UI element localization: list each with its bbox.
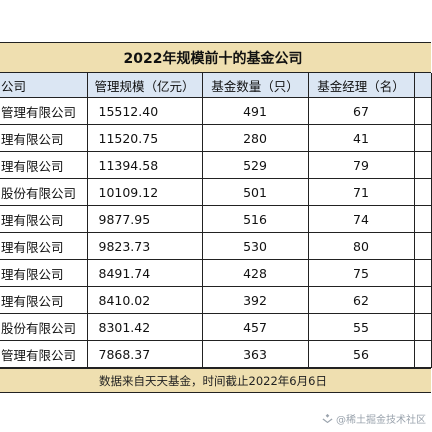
- spacer-cell: [413, 232, 432, 260]
- fund-count-cell: 501: [201, 178, 309, 206]
- fund-table-sheet: 2022年规模前十的基金公司 公司 管理规模（亿元） 基金数量（只） 基金经理（…: [0, 42, 432, 393]
- company-name-cell: 股份有限公司: [0, 178, 88, 206]
- juejin-logo-icon: [322, 413, 333, 424]
- manager-count-cell: 62: [307, 286, 415, 314]
- manager-count-cell: 80: [307, 232, 415, 260]
- company-name-cell: 理有限公司: [0, 259, 88, 287]
- company-name-cell: 理有限公司: [0, 286, 88, 314]
- scale-cell: 11394.58: [86, 151, 203, 179]
- header-fund-count: 基金数量（只）: [201, 73, 309, 98]
- fund-count-cell: 428: [201, 259, 309, 287]
- spacer-cell: [413, 286, 432, 314]
- header-manager-count: 基金经理（名）: [307, 73, 415, 98]
- company-name-cell: 理有限公司: [0, 232, 88, 260]
- scale-cell: 8410.02: [86, 286, 203, 314]
- spacer-cell: [413, 259, 432, 287]
- spacer-cell: [413, 205, 432, 233]
- spacer-cell: [413, 97, 432, 125]
- scale-cell: 15512.40: [86, 97, 203, 125]
- spacer-cell: [413, 313, 432, 341]
- watermark-text: @稀土掘金技术社区: [336, 415, 426, 426]
- fund-count-cell: 530: [201, 232, 309, 260]
- table-row: 理有限公司 8410.02 392 62: [0, 286, 432, 314]
- table-row: 理有限公司 11520.75 280 41: [0, 124, 432, 152]
- manager-count-cell: 79: [307, 151, 415, 179]
- manager-count-cell: 67: [307, 97, 415, 125]
- table-row: 理有限公司 11394.58 529 79: [0, 151, 432, 179]
- fund-table: 公司 管理规模（亿元） 基金数量（只） 基金经理（名） 管理有限公司 15512.…: [0, 73, 432, 368]
- table-row: 理有限公司 8491.74 428 75: [0, 259, 432, 287]
- table-row: 理有限公司 9823.73 530 80: [0, 232, 432, 260]
- scale-cell: 11520.75: [86, 124, 203, 152]
- company-name-cell: 管理有限公司: [0, 97, 88, 125]
- fund-count-cell: 529: [201, 151, 309, 179]
- header-company: 公司: [0, 73, 88, 98]
- header-scale: 管理规模（亿元）: [86, 73, 203, 98]
- fund-count-cell: 491: [201, 97, 309, 125]
- table-row: 股份有限公司 8301.42 457 55: [0, 313, 432, 341]
- fund-count-cell: 516: [201, 205, 309, 233]
- header-spacer: [413, 73, 432, 98]
- spacer-cell: [413, 178, 432, 206]
- table-title: 2022年规模前十的基金公司: [0, 43, 431, 73]
- table-footer-note: 数据来自天天基金，时间截止2022年6月6日: [0, 368, 431, 392]
- spacer-cell: [413, 124, 432, 152]
- manager-count-cell: 41: [307, 124, 415, 152]
- table-body: 管理有限公司 15512.40 491 67 理有限公司 11520.75 280 41 理有限…: [0, 97, 432, 368]
- table-row: 股份有限公司 10109.12 501 71: [0, 178, 432, 206]
- spacer-cell: [413, 151, 432, 179]
- company-name-cell: 管理有限公司: [0, 340, 88, 368]
- fund-count-cell: 392: [201, 286, 309, 314]
- company-name-cell: 理有限公司: [0, 124, 88, 152]
- scale-cell: 8491.74: [86, 259, 203, 287]
- spacer-cell: [413, 340, 432, 368]
- scale-cell: 7868.37: [86, 340, 203, 368]
- table-row: 理有限公司 9877.95 516 74: [0, 205, 432, 233]
- fund-count-cell: 457: [201, 313, 309, 341]
- manager-count-cell: 75: [307, 259, 415, 287]
- fund-count-cell: 280: [201, 124, 309, 152]
- scale-cell: 10109.12: [86, 178, 203, 206]
- fund-count-cell: 363: [201, 340, 309, 368]
- manager-count-cell: 74: [307, 205, 415, 233]
- scale-cell: 9877.95: [86, 205, 203, 233]
- scale-cell: 8301.42: [86, 313, 203, 341]
- table-header-row: 公司 管理规模（亿元） 基金数量（只） 基金经理（名）: [0, 73, 432, 98]
- company-name-cell: 理有限公司: [0, 205, 88, 233]
- company-name-cell: 股份有限公司: [0, 313, 88, 341]
- manager-count-cell: 55: [307, 313, 415, 341]
- scale-cell: 9823.73: [86, 232, 203, 260]
- manager-count-cell: 56: [307, 340, 415, 368]
- table-row: 管理有限公司 15512.40 491 67: [0, 97, 432, 125]
- table-row: 管理有限公司 7868.37 363 56: [0, 340, 432, 368]
- manager-count-cell: 71: [307, 178, 415, 206]
- watermark: @稀土掘金技术社区: [322, 411, 426, 426]
- company-name-cell: 理有限公司: [0, 151, 88, 179]
